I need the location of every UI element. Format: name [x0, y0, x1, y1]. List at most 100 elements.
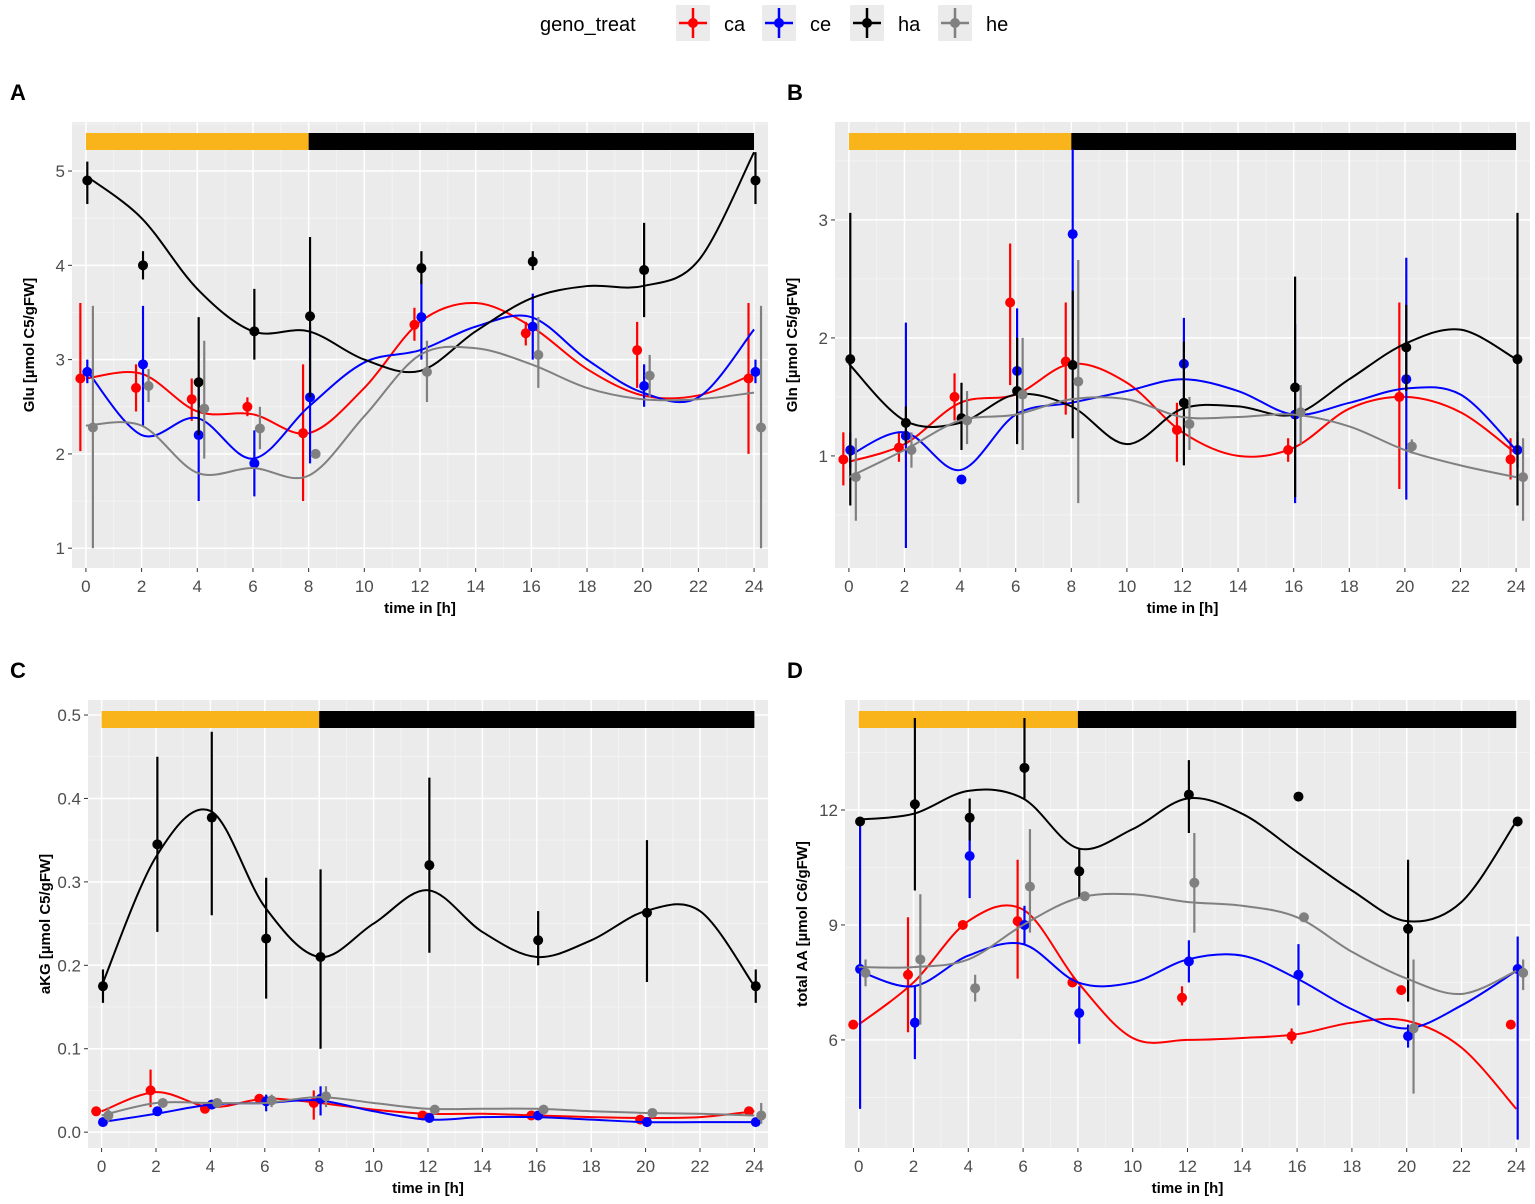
- dark-period-bar: [1071, 133, 1517, 150]
- y-tick-label: 0.1: [57, 1040, 81, 1059]
- data-point-ha: [1401, 342, 1412, 353]
- data-point-he: [538, 1104, 549, 1115]
- x-tick-label: 0: [97, 1157, 106, 1176]
- data-point-ce: [750, 1117, 761, 1128]
- legend-label: ce: [810, 14, 831, 36]
- data-point-ca: [1283, 445, 1294, 456]
- legend: geno_treat ca ce ha he: [540, 5, 1008, 41]
- light-period-bar: [85, 133, 309, 150]
- data-point-he: [310, 448, 321, 459]
- x-tick-label: 24: [745, 577, 764, 596]
- light-period-bar: [858, 711, 1078, 728]
- legend-entry-ce: ce: [762, 5, 831, 41]
- x-tick-label: 20: [1395, 577, 1414, 596]
- x-tick-label: 22: [691, 1157, 710, 1176]
- data-point-he: [1079, 891, 1090, 902]
- x-tick-label: 24: [1507, 577, 1526, 596]
- data-point-he: [1298, 912, 1309, 923]
- x-tick-label: 2: [137, 577, 146, 596]
- data-point-ce: [909, 1017, 920, 1028]
- data-point-ce: [964, 850, 975, 861]
- x-tick-label: 6: [1018, 1157, 1027, 1176]
- y-tick-label: 0.3: [57, 873, 81, 892]
- data-point-ce: [1067, 229, 1078, 240]
- data-point-he: [850, 472, 861, 483]
- data-point-ca: [1171, 424, 1182, 435]
- data-point-he: [970, 983, 981, 994]
- data-point-he: [157, 1097, 168, 1108]
- x-tick-label: 10: [364, 1157, 383, 1176]
- x-tick-label: 12: [1178, 1157, 1197, 1176]
- data-point-ca: [838, 454, 849, 465]
- data-point-ce: [97, 1117, 108, 1128]
- data-point-he: [647, 1107, 658, 1118]
- data-point-ca: [903, 969, 914, 980]
- data-point-he: [266, 1095, 277, 1106]
- data-point-ha: [750, 175, 761, 186]
- data-point-he: [212, 1097, 223, 1108]
- data-point-ce: [152, 1106, 163, 1117]
- legend-label: he: [986, 14, 1008, 36]
- data-point-ca: [1505, 1019, 1516, 1030]
- data-point-ha: [639, 265, 650, 276]
- light-period-bar: [848, 133, 1072, 150]
- data-point-ha: [533, 935, 544, 946]
- data-point-ce: [1403, 1031, 1414, 1042]
- data-point-ca: [957, 919, 968, 930]
- series-ca: [848, 859, 1518, 1110]
- data-point-ca: [893, 442, 904, 453]
- data-point-ha: [1074, 866, 1085, 877]
- dark-period-bar: [319, 711, 755, 728]
- series-ca: [75, 302, 755, 502]
- legend-label: ca: [724, 14, 746, 36]
- y-tick-label: 6: [829, 1031, 838, 1050]
- x-tick-label: 20: [636, 1157, 655, 1176]
- data-point-ca: [75, 373, 86, 384]
- y-tick-label: 3: [819, 211, 828, 230]
- x-tick-label: 2: [151, 1157, 160, 1176]
- legend-entry-he: he: [938, 5, 1008, 41]
- fit-curve-ce: [848, 378, 1517, 472]
- y-tick-label: 1: [819, 447, 828, 466]
- legend-entry-ca: ca: [676, 5, 746, 41]
- series-ha: [845, 212, 1523, 506]
- y-axis-title: aKG [µmol C5/gFW]: [37, 854, 54, 994]
- x-tick-label: 4: [955, 577, 964, 596]
- x-axis-title: time in [h]: [1152, 1180, 1224, 1197]
- x-tick-label: 6: [260, 1157, 269, 1176]
- x-tick-label: 24: [1507, 1157, 1526, 1176]
- y-tick-label: 0.4: [57, 789, 81, 808]
- dark-period-bar: [1077, 711, 1517, 728]
- data-point-ha: [1290, 382, 1301, 393]
- data-point-ha: [315, 951, 326, 962]
- data-point-ce: [1074, 1008, 1085, 1019]
- data-point-ca: [1067, 977, 1078, 988]
- x-tick-label: 4: [193, 577, 202, 596]
- panel-C: C0.00.10.20.30.40.50 2 4 6 8 10 12 14 16 18 20 22 24…: [10, 658, 768, 1197]
- data-point-he: [915, 954, 926, 965]
- legend-key-point: [950, 18, 960, 28]
- legend-key-point: [774, 18, 784, 28]
- x-tick-label: 18: [1342, 1157, 1361, 1176]
- data-point-he: [254, 423, 265, 434]
- data-point-ha: [416, 263, 427, 274]
- data-point-ha: [909, 799, 920, 810]
- data-point-ca: [186, 394, 197, 405]
- data-point-he: [421, 366, 432, 377]
- fit-curve-he: [101, 1096, 755, 1117]
- data-point-ce: [82, 366, 93, 377]
- data-point-he: [199, 403, 210, 414]
- data-point-ha: [97, 981, 108, 992]
- data-point-ha: [527, 256, 538, 267]
- dark-period-bar: [308, 133, 755, 150]
- x-tick-label: 10: [1117, 577, 1136, 596]
- data-point-ca: [1005, 297, 1016, 308]
- x-tick-label: 16: [527, 1157, 546, 1176]
- data-point-ce: [1183, 956, 1194, 967]
- legend-entry-ha: ha: [850, 5, 921, 41]
- data-point-ce: [750, 366, 761, 377]
- data-point-ca: [409, 319, 420, 330]
- data-point-ha: [964, 812, 975, 823]
- x-tick-label: 22: [1452, 1157, 1471, 1176]
